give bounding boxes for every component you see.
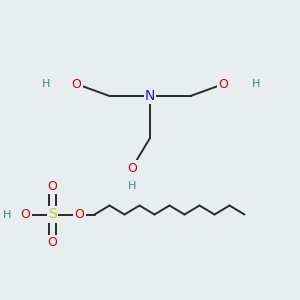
- Text: S: S: [48, 208, 57, 221]
- Text: H: H: [252, 79, 261, 89]
- Text: O: O: [127, 161, 137, 175]
- Text: O: O: [219, 77, 228, 91]
- Text: O: O: [75, 208, 84, 221]
- Text: O: O: [48, 179, 57, 193]
- Text: H: H: [3, 209, 12, 220]
- Text: O: O: [48, 236, 57, 250]
- Text: H: H: [128, 181, 136, 191]
- Text: O: O: [21, 208, 30, 221]
- Text: H: H: [42, 79, 51, 89]
- Text: O: O: [72, 77, 81, 91]
- Text: N: N: [145, 89, 155, 103]
